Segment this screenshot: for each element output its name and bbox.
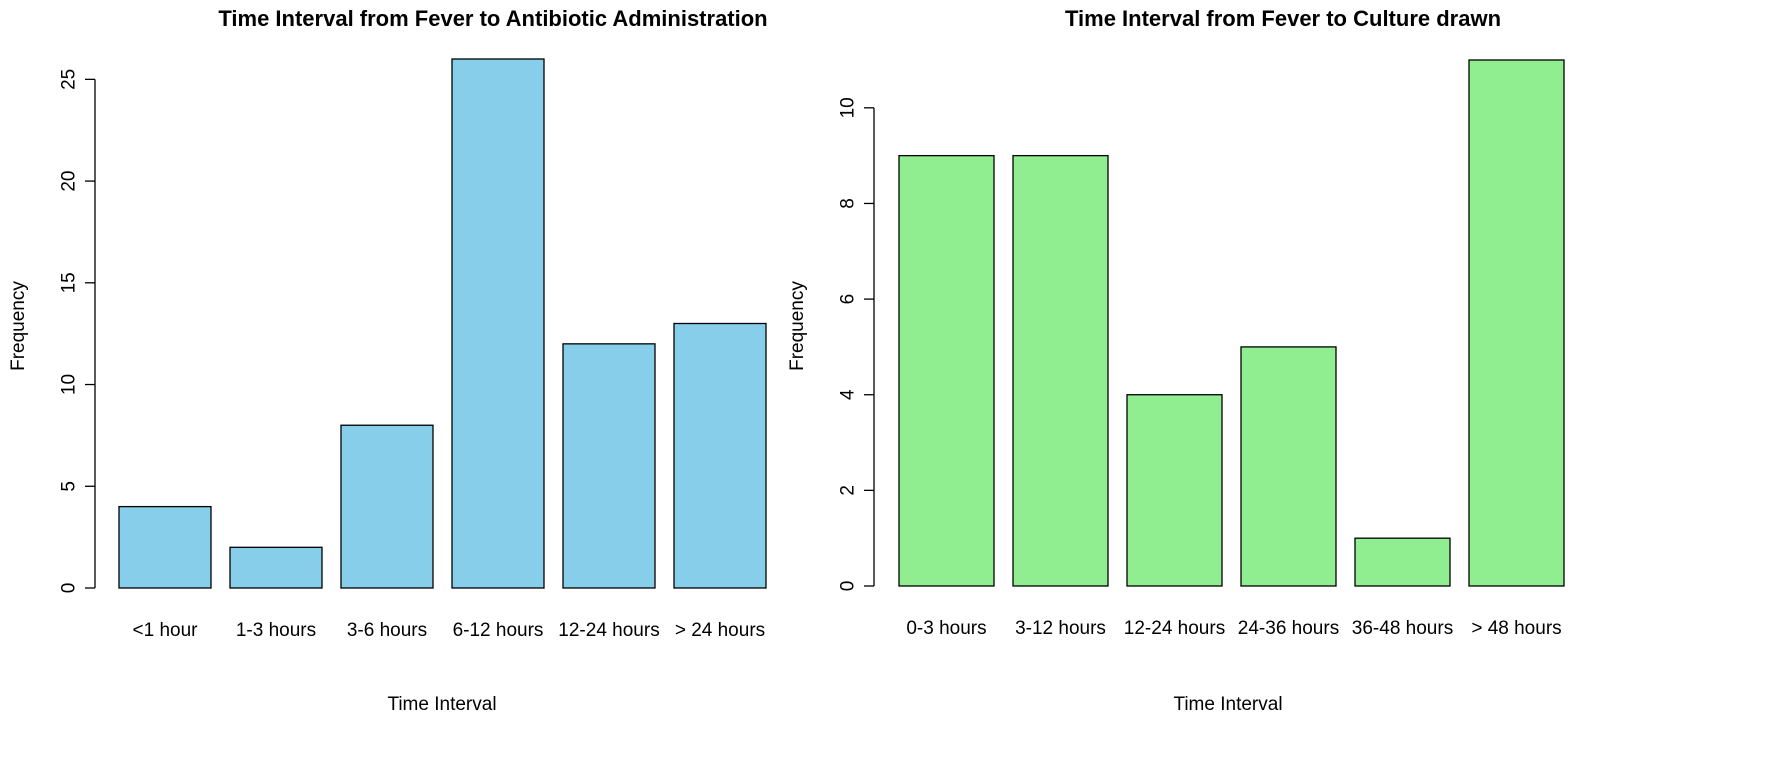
x-tick-label: 3-12 hours [1015,618,1106,639]
y-axis-ticks: 0 5 10 15 20 25 [59,69,96,594]
chart-title: Time Interval from Fever to Culture draw… [1065,6,1501,31]
x-tick-label: 12-24 hours [1124,618,1225,639]
bar [1126,394,1223,587]
y-tick-label: 10 [838,97,859,118]
x-tick-label: > 48 hours [1471,618,1561,639]
bar [1468,59,1565,587]
y-tick-label: 0 [838,581,859,592]
category-labels: <1 hour 1-3 hours 3-6 hours 6-12 hours 12-24… [133,620,766,641]
chart-culture-drawn: Time Interval from Fever to Culture draw… [787,6,1565,715]
y-tick-label: 8 [838,198,859,209]
y-tick-label: 10 [59,374,80,395]
y-tick-label: 4 [838,389,859,400]
bar [1240,346,1337,587]
bars [118,58,767,589]
bar [562,343,656,589]
bar [898,154,995,587]
x-tick-label: 12-24 hours [558,620,659,641]
x-tick-label: <1 hour [133,620,199,641]
bar [340,424,434,589]
y-tick-label: 6 [838,294,859,305]
chart-antibiotic-administration: Time Interval from Fever to Antibiotic A… [8,6,768,715]
category-labels: 0-3 hours 3-12 hours 12-24 hours 24-36 hour… [906,618,1561,639]
chart-title: Time Interval from Fever to Antibiotic A… [218,6,767,31]
bars [898,59,1565,587]
x-tick-label: 0-3 hours [906,618,986,639]
bar [1354,537,1451,587]
x-tick-label: > 24 hours [675,620,765,641]
y-axis-label: Frequency [8,281,29,371]
x-tick-label: 3-6 hours [347,620,427,641]
y-tick-label: 20 [59,171,80,192]
bar [229,546,323,589]
bar [118,505,212,589]
y-tick-label: 15 [59,272,80,293]
x-tick-label: 24-36 hours [1238,618,1339,639]
x-tick-label: 1-3 hours [236,620,316,641]
y-axis-ticks: 0 2 4 6 8 10 [838,97,875,591]
bar [451,58,545,589]
x-axis-label: Time Interval [1173,694,1282,715]
x-tick-label: 36-48 hours [1352,618,1453,639]
bar [673,322,767,589]
y-tick-label: 25 [59,69,80,90]
bar [1012,154,1109,587]
y-tick-label: 0 [59,583,80,594]
y-tick-label: 5 [59,481,80,492]
y-tick-label: 2 [838,485,859,496]
x-axis-label: Time Interval [387,694,496,715]
y-axis-label: Frequency [787,281,808,371]
x-tick-label: 6-12 hours [453,620,544,641]
